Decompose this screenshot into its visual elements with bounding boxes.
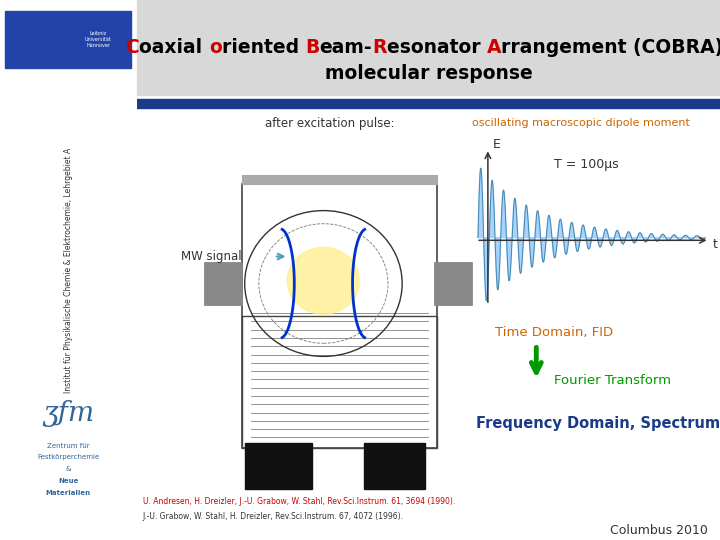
Bar — [137, 99, 720, 108]
Text: Fourier Transform: Fourier Transform — [554, 374, 671, 387]
Text: Zentrum für: Zentrum für — [47, 442, 90, 449]
Bar — [242, 316, 437, 448]
Text: o: o — [209, 38, 222, 57]
Bar — [137, 0, 720, 94]
Text: Materialien: Materialien — [46, 490, 91, 496]
Text: MW signal: MW signal — [181, 250, 241, 263]
Text: eam-: eam- — [320, 38, 372, 57]
Text: oaxial: oaxial — [140, 38, 209, 57]
Text: A: A — [487, 38, 501, 57]
Text: Institut für Physikalische Chemie & Elektrochemie, Lehrgebiet A: Institut für Physikalische Chemie & Elek… — [64, 147, 73, 393]
Text: Frequency Domain, Spectrum: Frequency Domain, Spectrum — [476, 416, 720, 431]
Text: Neue: Neue — [58, 478, 78, 484]
Text: Columbus 2010: Columbus 2010 — [611, 524, 708, 537]
Text: t: t — [712, 238, 717, 251]
Text: Time Domain, FID: Time Domain, FID — [495, 326, 613, 339]
Text: T = 100μs: T = 100μs — [554, 158, 618, 171]
Text: B: B — [305, 38, 320, 57]
Text: molecular response: molecular response — [325, 64, 532, 83]
Bar — [245, 443, 312, 489]
Bar — [6, 11, 131, 68]
Text: ʒƒm: ʒƒm — [42, 400, 94, 427]
Bar — [434, 262, 472, 305]
Text: rrangement (COBRA):: rrangement (COBRA): — [501, 38, 720, 57]
Text: oscillating macroscopic dipole moment: oscillating macroscopic dipole moment — [472, 118, 690, 128]
Circle shape — [287, 247, 359, 314]
Text: R: R — [372, 38, 387, 57]
Text: J.-U. Grabow, W. Stahl, H. Dreizler, Rev.Sci.Instrum. 67, 4072 (1996).: J.-U. Grabow, W. Stahl, H. Dreizler, Rev… — [143, 512, 404, 521]
Bar — [364, 443, 426, 489]
Text: Festkörperchemie: Festkörperchemie — [37, 454, 99, 461]
Text: U. Andresen, H. Dreizler, J.-U. Grabow, W. Stahl, Rev.Sci.Instrum. 61, 3694 (199: U. Andresen, H. Dreizler, J.-U. Grabow, … — [143, 497, 455, 506]
Text: C: C — [125, 38, 140, 57]
Text: E: E — [492, 138, 500, 151]
Text: &: & — [66, 466, 71, 472]
Text: riented: riented — [222, 38, 305, 57]
Bar — [242, 176, 437, 184]
Text: esonator: esonator — [387, 38, 487, 57]
Text: Leibniz
Universität
Hannover: Leibniz Universität Hannover — [85, 31, 112, 48]
Bar — [204, 262, 242, 305]
Bar — [242, 184, 437, 448]
Text: after excitation pulse:: after excitation pulse: — [265, 117, 395, 130]
